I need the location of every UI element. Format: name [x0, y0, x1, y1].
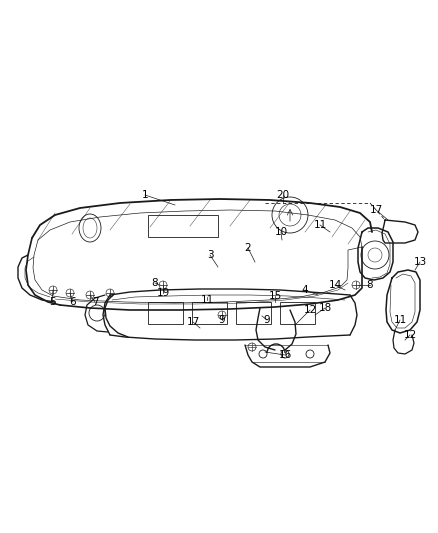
Text: 12: 12 [304, 305, 317, 315]
Text: 8: 8 [152, 278, 158, 288]
Text: 19: 19 [156, 288, 170, 298]
Text: 7: 7 [92, 297, 98, 307]
Text: 8: 8 [367, 280, 373, 290]
Text: 2: 2 [245, 243, 251, 253]
Text: 6: 6 [70, 297, 76, 307]
Text: 1: 1 [141, 190, 148, 200]
Text: 11: 11 [393, 315, 406, 325]
Text: 16: 16 [279, 350, 292, 360]
Text: 17: 17 [369, 205, 383, 215]
Text: 12: 12 [403, 330, 417, 340]
Text: 17: 17 [187, 317, 200, 327]
Text: 13: 13 [413, 257, 427, 267]
Text: 3: 3 [207, 250, 213, 260]
Text: 10: 10 [275, 227, 288, 237]
Text: 18: 18 [318, 303, 332, 313]
Text: 11: 11 [313, 220, 327, 230]
Text: 9: 9 [264, 315, 270, 325]
Text: 14: 14 [328, 280, 342, 290]
Text: 5: 5 [49, 297, 55, 307]
Text: 20: 20 [276, 190, 290, 200]
Text: 11: 11 [200, 295, 214, 305]
Text: 9: 9 [219, 315, 225, 325]
Text: 4: 4 [302, 285, 308, 295]
Text: 15: 15 [268, 291, 282, 301]
